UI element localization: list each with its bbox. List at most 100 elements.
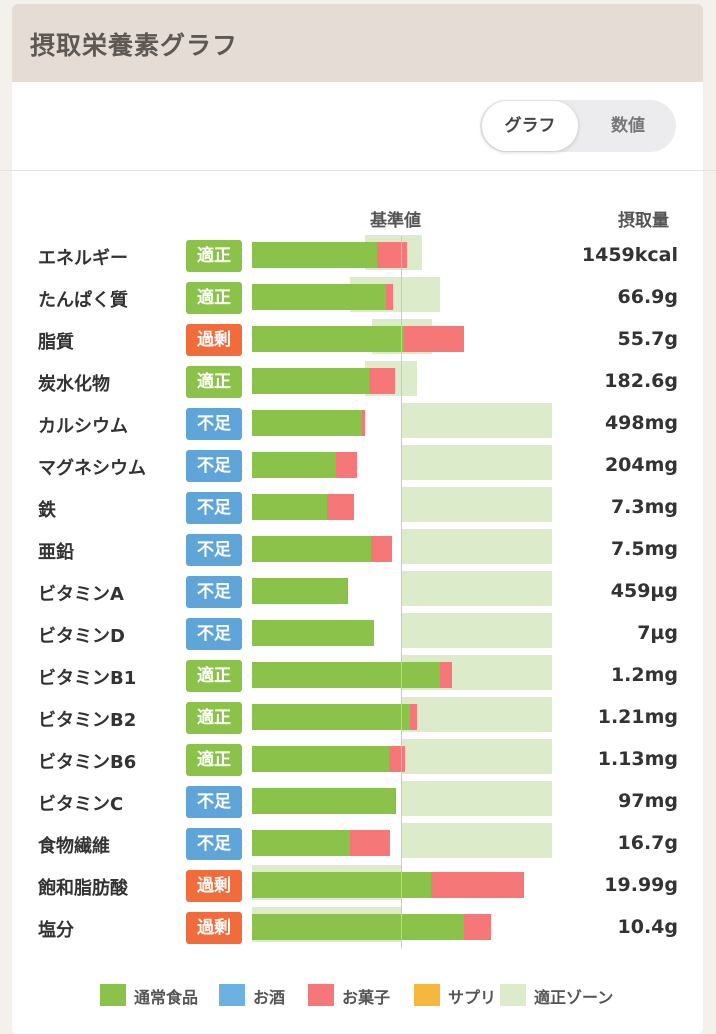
bar-お菓子 (361, 410, 365, 436)
bar-通常食品 (252, 494, 327, 520)
bar-お菓子 (385, 284, 393, 310)
reference-line (401, 236, 402, 948)
nutrient-row: ビタミンD 不足 7µg (0, 613, 716, 650)
intake-value: 7.3mg (610, 496, 678, 518)
nutrient-name: エネルギー (38, 248, 128, 269)
intake-value: 1.21mg (597, 706, 678, 728)
value-toggle-button[interactable]: 数値 (611, 116, 645, 136)
status-badge: 不足 (186, 408, 249, 440)
intake-column-header: 摂取量 (618, 211, 669, 231)
nutrient-row: たんぱく質 適正 66.9g (0, 277, 716, 314)
legend-swatch (308, 984, 334, 1006)
nutrient-row: 鉄 不足 7.3mg (0, 487, 716, 524)
optimal-zone (402, 445, 552, 480)
divider (0, 170, 716, 171)
bar-通常食品 (252, 578, 347, 604)
optimal-zone (402, 739, 552, 774)
badge-arrow (242, 796, 249, 808)
bar-通常食品 (252, 326, 404, 352)
status-badge: 適正 (186, 660, 249, 692)
badge-arrow (242, 880, 249, 892)
bar-お菓子 (346, 578, 348, 604)
bar-通常食品 (252, 662, 440, 688)
legend-label: 適正ゾーン (534, 988, 614, 1007)
nutrient-name: ビタミンA (38, 584, 124, 605)
badge-arrow (242, 250, 249, 262)
nutrient-name: 脂質 (38, 332, 74, 353)
bar-お菓子 (370, 536, 392, 562)
bar-お菓子 (327, 494, 354, 520)
bar-通常食品 (252, 284, 386, 310)
intake-value: 1.2mg (610, 664, 678, 686)
bar-通常食品 (252, 704, 410, 730)
nutrient-row: ビタミンA 不足 459µg (0, 571, 716, 608)
nutrient-name: ビタミンB2 (38, 710, 137, 731)
badge-arrow (242, 670, 249, 682)
status-badge: 不足 (186, 576, 249, 608)
badge-arrow (242, 460, 249, 472)
card-header: 摂取栄養素グラフ (12, 4, 703, 82)
status-badge: 不足 (186, 450, 249, 482)
legend-label: お酒 (253, 988, 286, 1007)
status-badge: 不足 (186, 492, 249, 524)
status-badge: 不足 (186, 828, 249, 860)
bar-お菓子 (388, 746, 405, 772)
nutrient-name: ビタミンD (38, 626, 125, 647)
intake-value: 55.7g (617, 328, 678, 350)
status-badge: 過剰 (186, 870, 249, 902)
intake-value: 97mg (618, 790, 678, 812)
nutrient-name: ビタミンB1 (38, 668, 137, 689)
badge-arrow (242, 628, 249, 640)
intake-value: 66.9g (617, 286, 678, 308)
intake-value: 19.99g (604, 874, 678, 896)
status-badge: 過剰 (186, 324, 249, 356)
legend-label: お菓子 (342, 988, 391, 1007)
nutrient-name: 食物繊維 (38, 836, 110, 857)
graph-toggle-button[interactable]: グラフ (482, 101, 578, 151)
bar-お菓子 (369, 368, 395, 394)
badge-arrow (242, 922, 249, 934)
bar-通常食品 (252, 788, 395, 814)
nutrient-name: カルシウム (38, 416, 128, 437)
legend-label: 通常食品 (134, 988, 199, 1007)
nutrient-row: 飽和脂肪酸 過剰 19.99g (0, 865, 716, 902)
nutrient-row: ビタミンC 不足 97mg (0, 781, 716, 818)
nutrient-name: 飽和脂肪酸 (38, 878, 128, 899)
bar-お菓子 (430, 872, 524, 898)
nutrient-name: たんぱく質 (38, 290, 128, 311)
badge-arrow (242, 754, 249, 766)
intake-value: 1.13mg (597, 748, 678, 770)
bar-通常食品 (252, 830, 350, 856)
nutrient-row: ビタミンB6 適正 1.13mg (0, 739, 716, 776)
bar-通常食品 (252, 536, 371, 562)
nutrient-row: 亜鉛 不足 7.5mg (0, 529, 716, 566)
status-badge: 過剰 (186, 912, 249, 944)
nutrient-graph-card: 摂取栄養素グラフ (12, 4, 703, 1034)
status-badge: 適正 (186, 240, 249, 272)
status-badge: 適正 (186, 366, 249, 398)
optimal-zone (402, 823, 552, 858)
nutrient-row: ビタミンB1 適正 1.2mg (0, 655, 716, 692)
legend-label: サプリ (448, 988, 497, 1007)
nutrient-name: 鉄 (38, 500, 56, 521)
legend-swatch (414, 984, 440, 1006)
optimal-zone (402, 403, 552, 438)
badge-arrow (242, 376, 249, 388)
badge-arrow (242, 712, 249, 724)
nutrient-row: 脂質 過剰 55.7g (0, 319, 716, 356)
nutrient-row: エネルギー 適正 1459kcal (0, 235, 716, 272)
bar-お菓子 (403, 326, 464, 352)
status-badge: 不足 (186, 786, 249, 818)
bar-通常食品 (252, 410, 362, 436)
optimal-zone (402, 571, 552, 606)
bar-お菓子 (409, 704, 417, 730)
optimal-zone (402, 697, 552, 732)
badge-arrow (242, 838, 249, 850)
reference-column-header: 基準値 (370, 211, 421, 231)
status-badge: 適正 (186, 282, 249, 314)
intake-value: 16.7g (617, 832, 678, 854)
nutrient-row: ビタミンB2 適正 1.21mg (0, 697, 716, 734)
intake-value: 10.4g (617, 916, 678, 938)
intake-value: 459µg (610, 580, 678, 602)
